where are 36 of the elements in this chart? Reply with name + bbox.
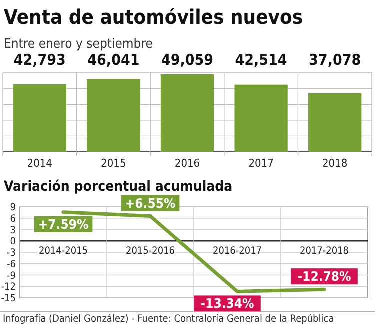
y-tick-label: -3 [7,248,16,259]
x-tick-label: 2014-2015 [38,246,88,258]
chart-title: Variación porcentual acumulada [4,179,233,195]
y-tick-label: -15 [1,294,16,304]
x-tick-label: 2017-2018 [300,246,350,258]
y-tick-label: -6 [7,259,16,270]
x-tick-label: 2018 [322,157,348,170]
y-tick-label: -12 [1,282,16,294]
y-tick-label: 3 [10,225,16,236]
chart-title: Venta de automóviles nuevos [4,5,304,29]
y-tick-label: 9 [10,202,16,214]
bar [13,84,66,152]
y-tick-label: 0 [10,236,16,248]
x-tick-label: 2016-2017 [212,246,262,258]
data-label: +6.55% [125,196,176,212]
x-tick-label: 2015-2016 [126,246,176,258]
chart-subtitle: Entre enero y septiembre [4,37,153,52]
bar [160,74,214,152]
data-label: 49,059 [161,51,214,69]
data-label: -13.34% [200,297,255,312]
data-label: +7.59% [38,218,89,233]
data-label: 42,514 [235,51,288,69]
data-label: 37,078 [309,51,362,69]
data-label: 46,041 [88,51,140,69]
x-tick-label: 2015 [101,157,126,170]
x-tick-label: 2016 [174,157,200,170]
bar [234,84,288,152]
y-tick-label: -9 [7,270,16,282]
data-label: 42,793 [14,51,66,69]
bar [308,93,362,152]
x-tick-label: 2014 [27,157,52,170]
data-label: -12.78% [298,270,352,286]
text: Infografía (Daniel González) - Fuente: Contraloría General de la República [3,314,334,325]
y-tick-label: 6 [10,214,16,225]
x-tick-label: 2017 [248,157,274,170]
bar [87,79,140,152]
